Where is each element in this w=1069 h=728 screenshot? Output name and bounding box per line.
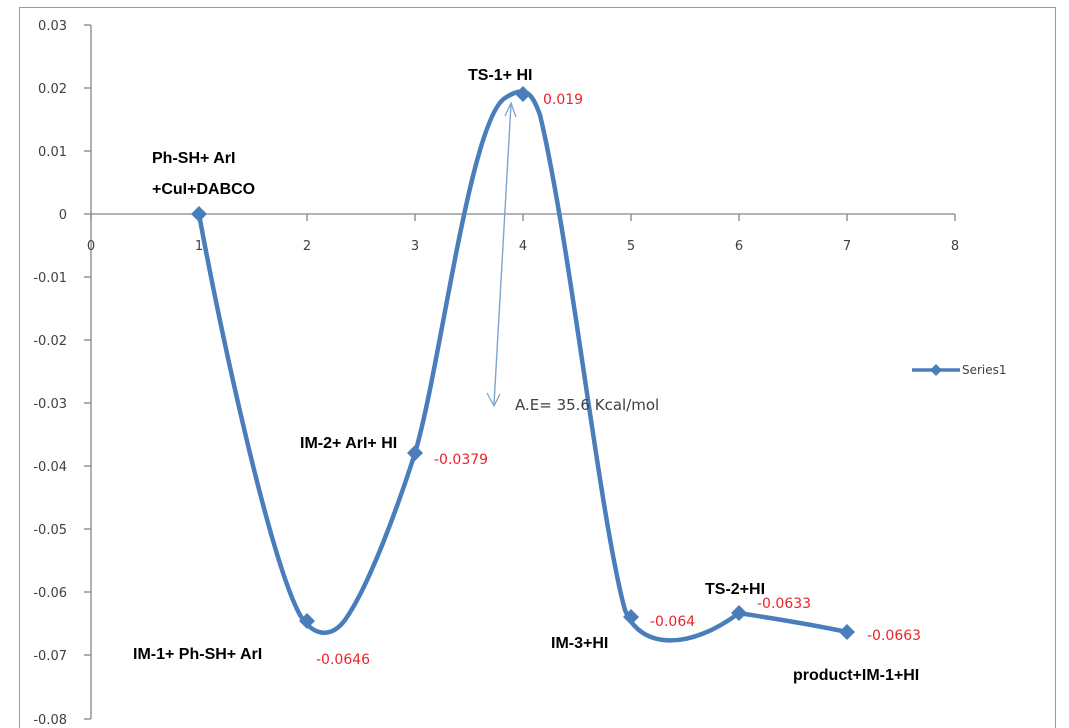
legend: Series1 <box>912 363 1007 377</box>
x-tick-label: 3 <box>411 239 419 254</box>
y-tick-label: 0.02 <box>38 82 67 97</box>
y-tick-label: -0.07 <box>33 649 67 664</box>
y-tick-label: -0.03 <box>33 397 67 412</box>
y-axis: 0.03 0.02 0.01 0 -0.01 -0.02 -0.03 -0.04… <box>33 19 92 728</box>
point-label-im2: IM-2+ ArI+ HI <box>300 435 397 452</box>
x-tick-label: 8 <box>951 239 959 254</box>
x-tick-label: 4 <box>519 239 527 254</box>
y-tick-label: -0.02 <box>33 334 67 349</box>
activation-energy-label: A.E= 35.6 Kcal/mol <box>515 396 659 414</box>
y-tick-label: -0.01 <box>33 271 67 286</box>
point-label-reactants: Ph-SH+ ArI <box>152 150 235 167</box>
legend-marker-icon <box>930 364 942 376</box>
data-point-marker[interactable] <box>839 624 855 640</box>
y-tick-label: -0.06 <box>33 586 67 601</box>
y-tick-label: 0.03 <box>38 19 67 34</box>
point-label-im3: IM-3+HI <box>551 635 608 652</box>
x-tick-label: 2 <box>303 239 311 254</box>
x-tick-label: 7 <box>843 239 851 254</box>
value-label: -0.0379 <box>434 452 488 468</box>
data-point-marker[interactable] <box>515 86 531 102</box>
series1-markers <box>191 86 855 640</box>
y-tick-label: -0.04 <box>33 460 67 475</box>
point-label-im1: IM-1+ Ph-SH+ ArI <box>133 646 262 663</box>
value-label: -0.0663 <box>867 628 921 644</box>
chart-frame <box>19 7 1056 728</box>
data-point-marker[interactable] <box>407 445 423 461</box>
value-label: -0.0633 <box>757 596 811 612</box>
x-tick-label: 6 <box>735 239 743 254</box>
x-axis: 0 1 2 3 4 5 6 7 8 <box>87 213 959 254</box>
y-tick-label: -0.05 <box>33 523 67 538</box>
x-tick-label: 5 <box>627 239 635 254</box>
point-label-ts1: TS-1+ HI <box>468 67 532 84</box>
value-label: 0.019 <box>543 92 583 108</box>
point-label-reactants: +CuI+DABCO <box>152 181 255 198</box>
value-label: -0.064 <box>650 614 695 630</box>
data-point-marker[interactable] <box>623 609 639 625</box>
y-tick-label: -0.08 <box>33 713 67 728</box>
point-label-product: product+IM-1+HI <box>793 667 919 684</box>
x-tick-label: 1 <box>195 239 203 254</box>
y-tick-label: 0.01 <box>38 145 67 160</box>
x-tick-label: 0 <box>87 239 95 254</box>
value-label: -0.0646 <box>316 652 370 668</box>
y-tick-label: 0 <box>59 208 67 223</box>
data-point-marker[interactable] <box>299 613 315 629</box>
data-point-marker[interactable] <box>191 206 207 222</box>
activation-energy-arrow <box>486 101 517 408</box>
legend-series1[interactable]: Series1 <box>962 363 1007 377</box>
series1-line <box>196 89 850 643</box>
data-point-marker[interactable] <box>731 605 747 621</box>
point-label-ts2: TS-2+HI <box>705 581 765 598</box>
